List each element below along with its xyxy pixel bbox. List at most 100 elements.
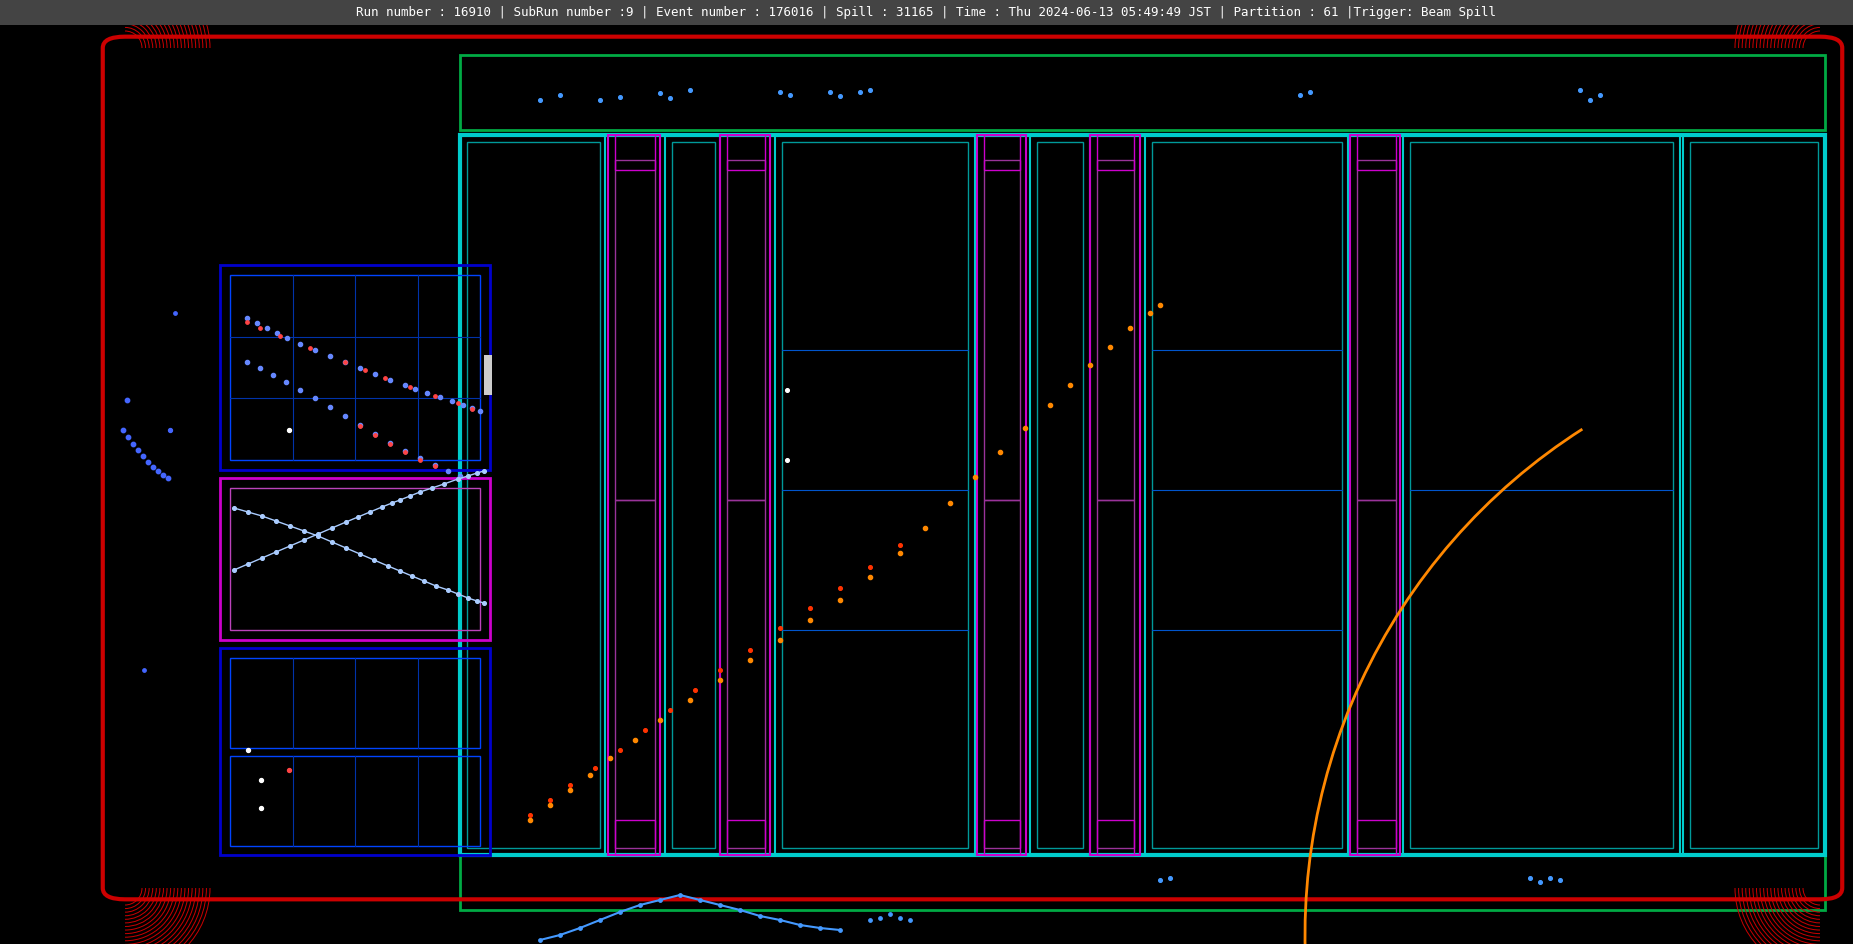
Point <box>332 541 361 556</box>
Point <box>411 385 441 400</box>
Point <box>345 547 374 562</box>
Bar <box>460 855 1825 910</box>
Point <box>350 362 380 378</box>
Point <box>545 88 574 103</box>
Point <box>261 545 291 560</box>
Point <box>133 454 163 469</box>
Bar <box>984 135 1019 170</box>
Bar <box>984 820 1019 855</box>
Point <box>148 467 178 482</box>
Bar <box>230 275 480 460</box>
Bar <box>608 135 660 855</box>
Text: Run number : 16910 | SubRun number :9 | Event number : 176016 | Spill : 31165 | : Run number : 16910 | SubRun number :9 | … <box>356 6 1497 19</box>
Point <box>285 336 315 351</box>
Point <box>315 399 345 414</box>
Point <box>536 792 565 807</box>
Point <box>233 504 263 519</box>
Point <box>1010 420 1040 435</box>
Point <box>736 652 765 667</box>
Point <box>421 459 450 474</box>
Point <box>458 400 487 415</box>
Point <box>359 427 389 442</box>
Point <box>773 452 802 467</box>
Point <box>421 458 450 473</box>
Point <box>356 504 385 519</box>
Point <box>674 693 704 708</box>
Point <box>143 464 172 479</box>
Point <box>775 88 804 103</box>
Bar <box>1690 142 1818 848</box>
Point <box>345 361 374 376</box>
Point <box>445 468 474 483</box>
Point <box>128 448 158 464</box>
Point <box>606 90 636 105</box>
Point <box>773 382 802 397</box>
Bar <box>230 658 480 748</box>
Point <box>359 428 389 443</box>
Bar <box>1038 142 1082 848</box>
Point <box>895 913 925 928</box>
Point <box>374 436 404 451</box>
Point <box>232 354 261 369</box>
Point <box>630 722 660 737</box>
Point <box>725 902 754 918</box>
Point <box>448 397 478 413</box>
Point <box>317 534 347 549</box>
Bar <box>726 135 765 170</box>
Point <box>246 772 276 787</box>
Point <box>265 329 295 344</box>
Point <box>825 922 854 937</box>
Point <box>1054 378 1084 393</box>
Point <box>395 488 424 503</box>
Point <box>645 892 674 907</box>
Point <box>159 306 189 321</box>
Bar <box>230 488 480 630</box>
Point <box>565 920 595 936</box>
Point <box>421 579 450 594</box>
Point <box>367 499 397 514</box>
Point <box>1154 870 1184 885</box>
Point <box>545 927 574 942</box>
Point <box>345 418 374 433</box>
Bar <box>1351 135 1401 855</box>
Point <box>458 401 487 416</box>
Point <box>113 430 143 445</box>
Point <box>1534 870 1564 885</box>
Point <box>656 702 686 717</box>
Bar <box>1097 135 1134 170</box>
Bar <box>977 135 1027 855</box>
Point <box>606 904 636 919</box>
Point <box>246 550 276 565</box>
Bar <box>1097 160 1134 500</box>
Point <box>765 913 795 928</box>
Point <box>586 93 615 108</box>
Bar <box>230 756 480 846</box>
Point <box>285 382 315 397</box>
Point <box>686 892 715 907</box>
Point <box>391 378 421 393</box>
Point <box>139 460 169 475</box>
Point <box>304 527 334 542</box>
Point <box>595 750 624 766</box>
Point <box>345 417 374 432</box>
Bar <box>1356 160 1395 500</box>
Point <box>332 514 361 530</box>
Point <box>276 518 306 533</box>
Bar <box>984 500 1019 848</box>
Point <box>272 330 302 346</box>
Point <box>556 778 586 793</box>
Point <box>706 663 736 678</box>
Point <box>245 320 274 335</box>
Point <box>289 523 319 538</box>
Bar <box>1145 135 1347 855</box>
Bar <box>460 135 1825 855</box>
Bar <box>775 135 975 855</box>
Point <box>443 396 473 411</box>
Point <box>469 464 498 479</box>
Point <box>645 86 674 101</box>
Point <box>246 801 276 816</box>
Bar <box>615 160 654 500</box>
Point <box>400 381 430 396</box>
Point <box>122 443 152 458</box>
Point <box>391 445 421 460</box>
